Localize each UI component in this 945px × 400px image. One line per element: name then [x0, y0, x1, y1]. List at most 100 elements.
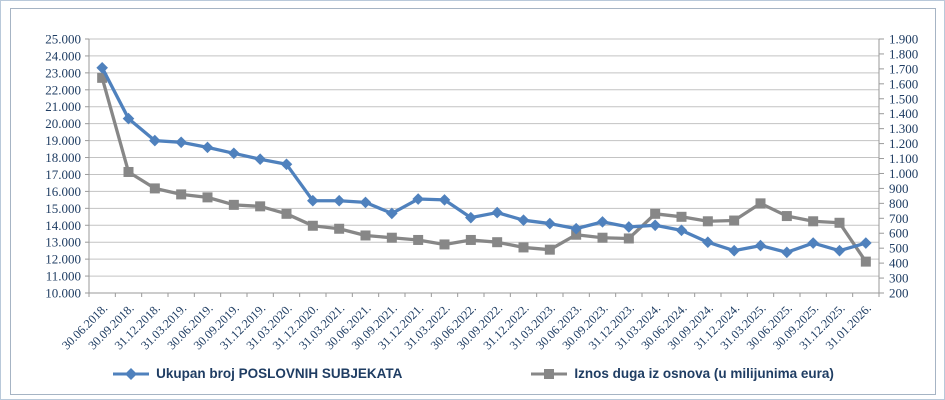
right-axis-label: 1.500 — [889, 91, 918, 106]
left-axis-label: 19.000 — [45, 133, 81, 148]
series-line-diamond — [100, 66, 868, 255]
data-point-diamond — [307, 194, 319, 207]
left-axis-label: 21.000 — [45, 99, 81, 114]
data-point-diamond — [175, 136, 187, 149]
data-point-square — [597, 232, 608, 243]
data-point-square — [676, 211, 687, 222]
chart-frame: 10.000 11.000 12.000 13.000 14.000 15.000 16.0… — [10, 8, 936, 395]
data-point-square — [860, 256, 871, 267]
data-point-diamond — [201, 141, 214, 154]
right-axis-label: 1.200 — [889, 136, 918, 151]
left-axis-label: 15.000 — [45, 201, 81, 216]
data-point-square — [465, 234, 476, 245]
legend-label-business-subjects: Ukupan broj POSLOVNIH SUBJEKATA — [156, 366, 403, 381]
data-point-square — [755, 198, 766, 209]
data-point-square — [97, 72, 108, 83]
data-point-diamond — [728, 244, 740, 257]
data-point-square — [729, 215, 740, 226]
left-axis-label: 16.000 — [45, 184, 81, 199]
right-axis-label: 300 — [889, 271, 909, 286]
left-axis-label: 17.000 — [45, 167, 81, 182]
data-point-square — [228, 199, 239, 210]
right-axis-label: 1.700 — [889, 61, 918, 76]
left-axis-label: 10.000 — [45, 286, 81, 301]
legend-gray-square-icon — [531, 368, 568, 379]
data-point-square — [834, 217, 845, 228]
right-axis-label: 1.300 — [889, 121, 918, 136]
right-axis-label: 1.900 — [889, 32, 918, 47]
left-axis-label: 24.000 — [45, 48, 81, 63]
data-point-diamond — [386, 207, 398, 220]
data-point-diamond — [517, 214, 530, 226]
data-point-square — [255, 201, 266, 212]
data-point-diamond — [675, 224, 688, 237]
left-axis-label: 18.000 — [45, 150, 81, 165]
data-point-square — [334, 223, 345, 234]
data-point-square — [307, 220, 318, 231]
right-axis-label: 700 — [889, 211, 909, 226]
legend-blue-diamond-icon — [113, 367, 150, 380]
data-point-diamond — [412, 193, 424, 205]
data-point-diamond — [254, 153, 266, 166]
data-point-diamond — [228, 147, 240, 160]
right-axis-label: 1.800 — [889, 46, 918, 61]
data-point-square — [123, 166, 134, 177]
right-axis-label: 1.000 — [889, 166, 918, 181]
data-point-diamond — [649, 219, 661, 232]
data-point-diamond — [623, 221, 635, 233]
legend-item-debt-amount[interactable]: Iznos duga iz osnova (u milijunima eura) — [530, 366, 834, 381]
data-point-diamond — [833, 244, 846, 257]
data-point-square — [544, 244, 555, 255]
data-point-square — [492, 237, 503, 248]
chart-legend: Ukupan broj POSLOVNIH SUBJEKATA Iznos du… — [11, 366, 935, 381]
data-point-diamond — [96, 61, 108, 74]
data-point-diamond — [570, 222, 582, 235]
data-point-square — [781, 211, 792, 222]
data-point-diamond — [122, 112, 135, 125]
left-axis-label: 14.000 — [45, 218, 81, 233]
data-point-diamond — [544, 217, 556, 230]
left-axis-label: 12.000 — [45, 252, 81, 267]
data-point-square — [149, 183, 160, 194]
data-point-square — [360, 230, 371, 241]
data-point-square — [413, 234, 424, 245]
data-point-square — [439, 239, 450, 250]
data-point-diamond — [280, 158, 293, 171]
data-point-square — [571, 229, 582, 240]
left-axis-label: 20.000 — [45, 116, 81, 131]
right-axis-label: 900 — [889, 181, 909, 196]
right-axis-label: 1.400 — [889, 106, 918, 121]
data-point-square — [808, 216, 819, 227]
data-point-square — [702, 216, 713, 227]
right-axis-label: 600 — [889, 226, 909, 241]
data-point-diamond — [702, 236, 714, 248]
right-axis-label: 1.100 — [889, 151, 918, 166]
data-point-diamond — [149, 134, 161, 147]
data-point-diamond — [596, 216, 609, 228]
data-point-square — [176, 189, 187, 200]
left-axis-label: 11.000 — [46, 269, 81, 284]
right-axis-label: 500 — [889, 241, 909, 256]
legend-label-debt-amount: Iznos duga iz osnova (u milijunima eura) — [574, 366, 834, 381]
right-axis-label: 1.600 — [889, 76, 918, 91]
data-point-square — [518, 242, 529, 253]
right-axis-label: 200 — [889, 286, 909, 301]
series-line-square — [100, 76, 868, 264]
data-point-diamond — [491, 206, 503, 219]
data-point-square — [386, 232, 397, 243]
left-axis-label: 13.000 — [45, 235, 81, 250]
data-point-diamond — [807, 237, 819, 249]
left-axis-label: 22.000 — [45, 82, 81, 97]
data-point-diamond — [438, 194, 451, 206]
data-point-square — [650, 208, 661, 219]
data-point-square — [202, 192, 213, 203]
data-point-square — [281, 208, 292, 219]
left-axis-label: 23.000 — [45, 65, 81, 80]
chart-plot-area: 10.000 11.000 12.000 13.000 14.000 15.000 16.0… — [45, 32, 918, 353]
right-axis-label: 800 — [889, 196, 909, 211]
data-point-diamond — [465, 211, 477, 224]
data-point-diamond — [754, 239, 767, 252]
legend-item-business-subjects[interactable]: Ukupan broj POSLOVNIH SUBJEKATA — [112, 366, 402, 381]
data-point-diamond — [860, 237, 872, 249]
